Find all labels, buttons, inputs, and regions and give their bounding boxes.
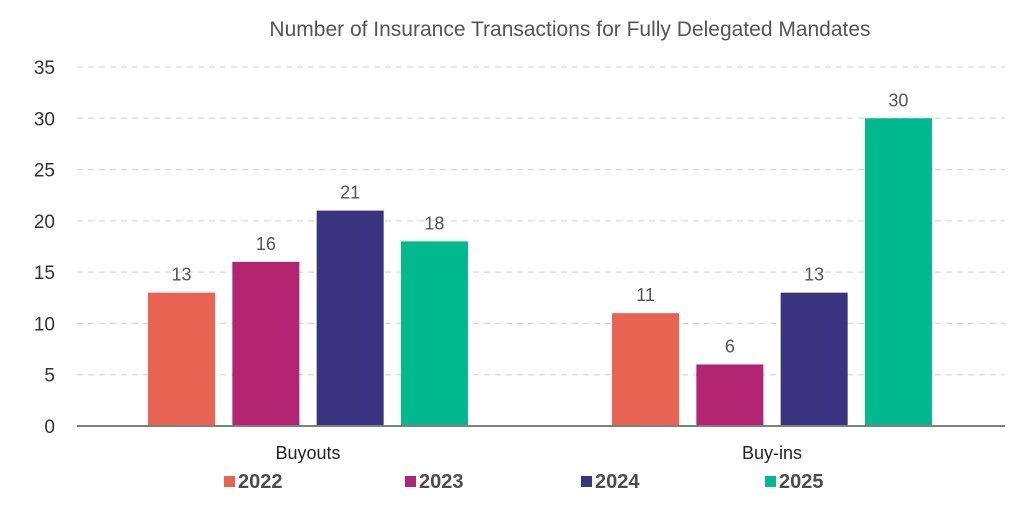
chart-title: Number of Insurance Transactions for Ful…	[269, 18, 870, 41]
legend-label: 2023	[419, 471, 464, 493]
legend-item-2022: 2022	[224, 471, 283, 493]
y-tick-label: 0	[44, 417, 55, 438]
y-tick-label: 5	[44, 366, 55, 387]
bars	[148, 118, 932, 427]
bar-buy-ins-2022	[612, 313, 680, 426]
legend-item-2024: 2024	[581, 471, 640, 493]
data-label: 13	[172, 265, 192, 285]
legend-label: 2024	[595, 471, 640, 493]
bar-buy-ins-2025	[864, 118, 932, 427]
y-tick-label: 30	[34, 109, 55, 130]
y-tick-label: 10	[34, 314, 55, 335]
legend: 2022 2023 2024 2025	[224, 471, 824, 493]
y-axis-ticks: 0 5 10 15 20 25 30 35	[34, 58, 55, 438]
data-label: 11	[636, 285, 655, 305]
legend-item-2025: 2025	[765, 471, 824, 493]
bar-buyouts-2022	[148, 292, 216, 426]
bar-buy-ins-2023	[696, 364, 764, 426]
data-labels: 13 16 21 18 11 6 13 30	[172, 90, 909, 356]
y-tick-label: 15	[34, 263, 55, 284]
data-label: 30	[888, 90, 908, 110]
y-tick-label: 25	[34, 161, 55, 182]
legend-swatch	[765, 476, 776, 487]
data-label: 21	[340, 183, 360, 203]
legend-item-2023: 2023	[405, 471, 464, 493]
data-label: 16	[256, 234, 276, 254]
data-label: 6	[725, 336, 735, 356]
legend-label: 2025	[779, 471, 824, 493]
data-label: 18	[424, 213, 444, 233]
bar-buyouts-2023	[232, 261, 300, 426]
legend-label: 2022	[238, 471, 283, 493]
legend-swatch	[405, 476, 416, 487]
legend-swatch	[224, 476, 235, 487]
gridlines	[77, 66, 1005, 376]
category-label: Buy-ins	[742, 443, 802, 463]
bar-buy-ins-2024	[780, 292, 848, 426]
category-label: Buyouts	[275, 443, 340, 463]
x-axis-categories: Buyouts Buy-ins	[275, 443, 802, 463]
legend-swatch	[581, 476, 592, 487]
data-label: 13	[804, 265, 824, 285]
y-tick-label: 20	[34, 212, 55, 233]
bar-buyouts-2025	[400, 241, 468, 426]
y-tick-label: 35	[34, 58, 55, 79]
bar-buyouts-2024	[316, 210, 384, 426]
